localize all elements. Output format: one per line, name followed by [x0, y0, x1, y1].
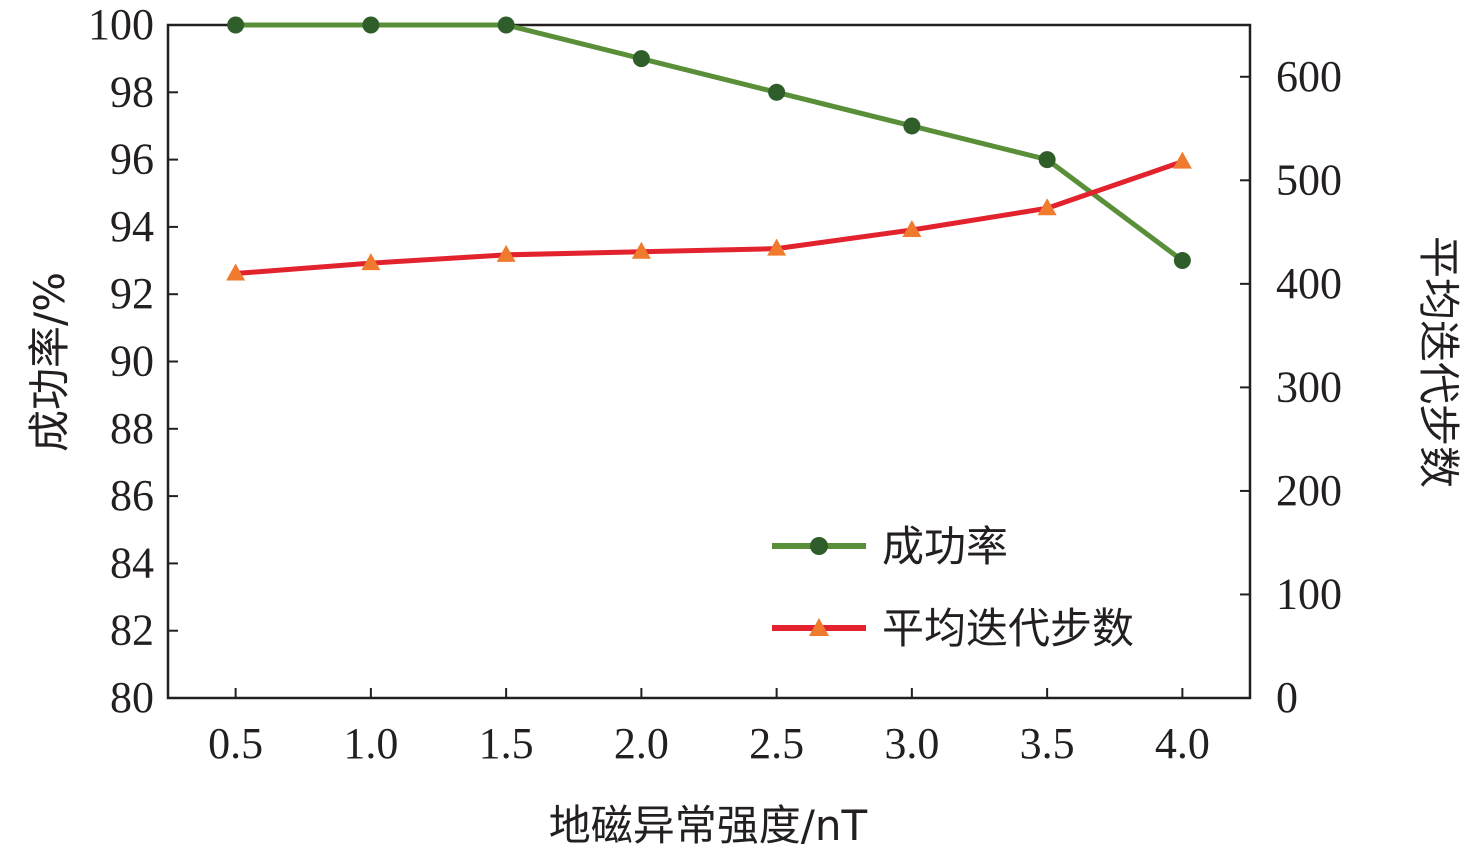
- legend-item-success-rate: 成功率: [772, 522, 1008, 571]
- data-point-avg-iterations: [1172, 151, 1192, 169]
- x-tick-label: 3.5: [1020, 719, 1075, 768]
- left-tick-label: 98: [110, 67, 154, 116]
- x-axis-ticks: 0.5 1.0 1.5 2.0 2.5 3.0 3.5 4.0: [208, 688, 1210, 768]
- left-tick-label: 100: [88, 0, 154, 49]
- right-tick-label: 100: [1276, 569, 1342, 618]
- left-tick-label: 86: [110, 471, 154, 520]
- x-axis-title: 地磁异常强度/nT: [549, 801, 868, 850]
- data-point-success-rate: [768, 83, 786, 101]
- plot-border: [166, 23, 1252, 700]
- x-tick-label: 2.0: [614, 719, 669, 768]
- data-point-success-rate: [227, 16, 245, 34]
- data-point-success-rate: [497, 16, 515, 34]
- right-tick-label: 400: [1276, 259, 1342, 308]
- x-tick-label: 1.0: [343, 719, 398, 768]
- x-tick-label: 1.5: [479, 719, 534, 768]
- data-point-success-rate: [1173, 252, 1191, 270]
- left-tick-label: 90: [110, 337, 154, 386]
- left-tick-label: 88: [110, 404, 154, 453]
- data-point-avg-iterations: [496, 244, 516, 262]
- left-axis-ticks: 80 82 84 86 88 90 92 94 96 98 100: [88, 0, 178, 722]
- series-line-avg-iterations: [235, 159, 1184, 276]
- data-point-success-rate: [1038, 151, 1056, 169]
- x-tick-label: 2.5: [749, 719, 804, 768]
- right-tick-label: 300: [1276, 362, 1342, 411]
- data-point-avg-iterations: [631, 241, 651, 259]
- series-layer: [226, 16, 1192, 281]
- left-tick-label: 96: [110, 135, 154, 184]
- legend-label-success-rate: 成功率: [882, 522, 1008, 571]
- legend: 成功率 平均迭代步数: [772, 522, 1134, 653]
- data-point-avg-iterations: [767, 238, 787, 256]
- data-point-success-rate: [903, 117, 921, 135]
- right-tick-label: 600: [1276, 52, 1342, 101]
- left-tick-label: 82: [110, 606, 154, 655]
- right-axis-title: 平均迭代步数: [1414, 236, 1463, 488]
- data-point-avg-iterations: [361, 253, 381, 271]
- left-axis-title: 成功率/%: [25, 272, 74, 452]
- left-tick-label: 80: [110, 673, 154, 722]
- data-point-success-rate: [632, 50, 650, 68]
- left-tick-label: 92: [110, 269, 154, 318]
- data-point-avg-iterations: [226, 263, 246, 281]
- legend-item-avg-iterations: 平均迭代步数: [772, 604, 1134, 653]
- x-tick-label: 4.0: [1155, 719, 1210, 768]
- legend-label-avg-iterations: 平均迭代步数: [882, 604, 1134, 653]
- legend-marker-avg-iterations: [809, 618, 829, 636]
- right-axis-ticks: 0 100 200 300 400 500 600: [1240, 52, 1342, 722]
- data-point-avg-iterations: [1037, 198, 1057, 216]
- plot-frame: [166, 23, 1252, 700]
- right-tick-label: 0: [1276, 673, 1298, 722]
- data-point-success-rate: [362, 16, 380, 34]
- x-tick-label: 0.5: [208, 719, 263, 768]
- left-tick-label: 94: [110, 202, 154, 251]
- data-point-avg-iterations: [902, 220, 922, 238]
- left-tick-label: 84: [110, 538, 154, 587]
- right-tick-label: 200: [1276, 466, 1342, 515]
- series-line-success-rate: [235, 22, 1184, 263]
- right-tick-label: 500: [1276, 155, 1342, 204]
- legend-marker-success-rate: [810, 537, 828, 555]
- x-tick-label: 3.0: [884, 719, 939, 768]
